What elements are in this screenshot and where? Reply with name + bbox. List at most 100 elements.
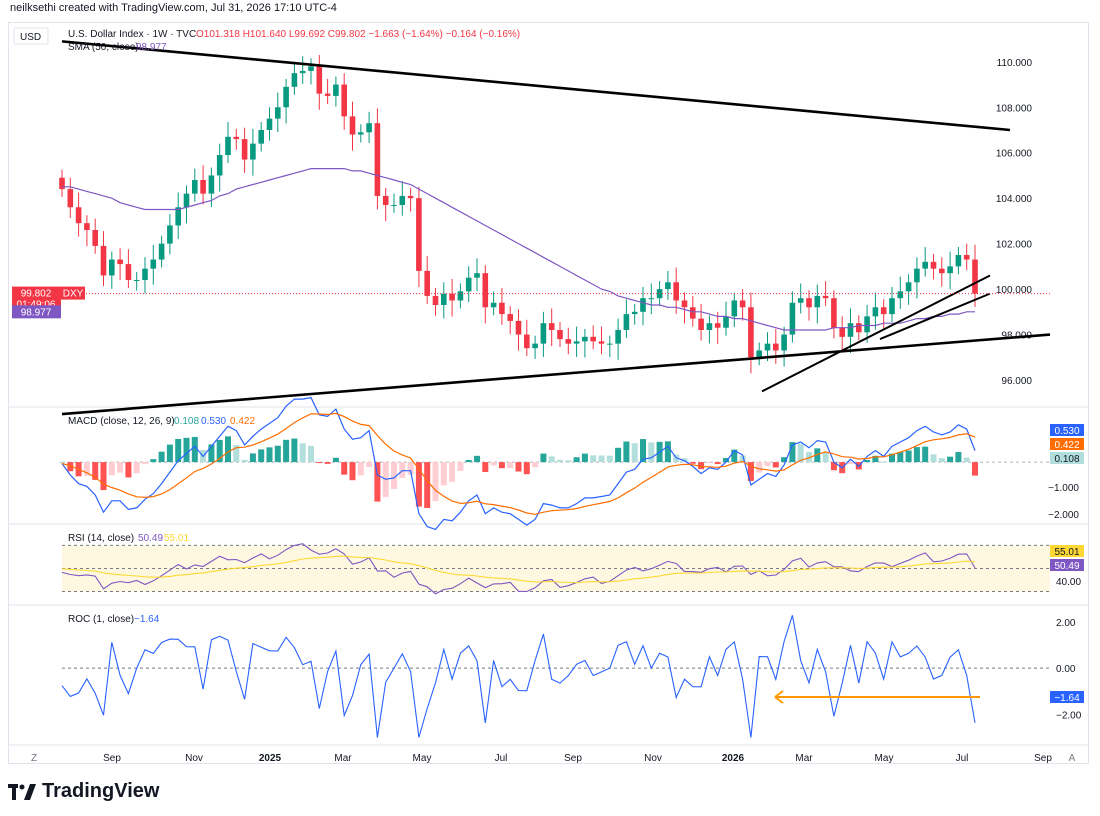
candle-body: [524, 334, 530, 349]
macd-histogram-bar: [316, 462, 323, 464]
macd-histogram-bar: [930, 454, 937, 463]
macd-histogram-bar: [598, 455, 605, 463]
candle-body: [739, 300, 746, 308]
last-price-value: 99.802: [21, 289, 52, 300]
macd-histogram-bar: [631, 443, 638, 463]
candle-body: [117, 259, 123, 265]
macd-histogram-bar: [947, 456, 954, 463]
candle-body: [167, 225, 173, 244]
macd-histogram-bar: [349, 462, 356, 481]
price-tick-label: 100.000: [996, 285, 1033, 296]
candle-body: [399, 195, 406, 205]
candle-body: [258, 130, 264, 144]
candle-body: [250, 143, 256, 160]
candle-body: [449, 293, 455, 301]
macd-histogram-bar: [59, 462, 65, 464]
ohlc-readout: O101.318 H101.640 L99.692 C99.802 −1.663…: [196, 29, 520, 40]
macd-legend-macd: 0.530: [201, 416, 226, 427]
candle-body: [714, 323, 721, 328]
macd-histogram-bar: [606, 455, 613, 463]
macd-histogram-bar: [822, 452, 829, 463]
candle-body: [92, 230, 98, 246]
macd-histogram-bar: [830, 462, 837, 471]
macd-histogram-bar: [731, 449, 738, 463]
candle-body: [432, 295, 439, 305]
candle-body: [299, 70, 306, 74]
candle-body: [358, 132, 364, 135]
signal-value-badge: [1050, 438, 1084, 450]
trendline: [761, 274, 991, 393]
macd-value-text: 0.530: [1054, 426, 1079, 437]
candle-body: [233, 136, 240, 140]
candle-body: [947, 266, 953, 274]
candle-body: [266, 118, 273, 130]
macd-histogram-bar: [241, 459, 248, 463]
candle-body: [889, 298, 895, 315]
macd-histogram-bar: [283, 439, 290, 463]
macd-histogram-bar: [133, 462, 140, 474]
candle-body: [557, 330, 563, 340]
rsi-badge: [1050, 559, 1084, 571]
candle-body: [623, 314, 630, 330]
rsi-legend-value: 50.49: [138, 533, 163, 544]
candle-body: [764, 343, 771, 351]
macd-histogram-bar: [225, 436, 231, 463]
macd-histogram-bar: [540, 453, 547, 463]
candle-body: [507, 314, 513, 321]
candle-body: [880, 307, 887, 315]
rsi-ma-line: [61, 555, 976, 584]
macd-histogram-bar: [299, 443, 306, 463]
macd-histogram-bar: [955, 452, 962, 463]
candle-body: [482, 273, 489, 308]
time-tick-label: Sep: [564, 753, 582, 764]
symbol-name: U.S. Dollar Index · 1W · TVC: [68, 29, 196, 40]
time-tick-label: May: [413, 753, 432, 764]
candle-body: [200, 180, 206, 194]
time-tick-label: 2026: [722, 753, 745, 764]
macd-histogram-bar: [440, 462, 447, 486]
macd-histogram-bar: [465, 460, 472, 463]
candle-body: [698, 318, 704, 330]
candle-body: [515, 320, 522, 335]
macd-histogram-bar: [640, 439, 646, 463]
candle-body: [665, 282, 671, 290]
candle-body: [324, 93, 331, 96]
macd-histogram-bar: [357, 462, 364, 476]
macd-histogram-bar: [308, 445, 314, 463]
roc-tick-label: −2.00: [1056, 710, 1082, 721]
price-tick-label: 96.000: [1001, 376, 1032, 387]
candle-body: [847, 323, 854, 337]
time-tick-label: Jul: [495, 753, 508, 764]
candle-body: [150, 259, 157, 269]
macd-histogram-bar: [457, 462, 464, 471]
signal-value-text: 0.422: [1054, 440, 1079, 451]
sma-legend-label: SMA (50, close): [68, 42, 139, 53]
currency-chip: [13, 27, 49, 45]
roc-tick-label: 2.00: [1056, 618, 1076, 629]
candle-body: [283, 86, 289, 108]
roc-legend-label: ROC (1, close): [68, 614, 134, 625]
macd-histogram-bar: [889, 453, 895, 463]
macd-histogram-bar: [449, 462, 456, 482]
sma-legend-value: 98.977: [136, 42, 167, 53]
footer-brand[interactable]: TradingView: [8, 780, 159, 803]
macd-histogram-bar: [847, 462, 854, 465]
candle-body: [756, 350, 762, 358]
macd-histogram-bar: [797, 443, 804, 463]
candle-body: [781, 334, 787, 351]
time-tick-label: Mar: [334, 753, 352, 764]
roc-value-text: −1.64: [1054, 693, 1080, 704]
macd-histogram-bar: [191, 436, 198, 463]
candle-body: [972, 259, 978, 294]
time-tick-label: Nov: [185, 753, 203, 764]
macd-histogram-bar: [963, 457, 970, 463]
macd-histogram-bar: [332, 457, 339, 463]
candle-body: [723, 316, 729, 328]
candle-body: [109, 259, 115, 276]
candle-body: [316, 66, 323, 94]
macd-histogram-bar: [573, 457, 580, 463]
macd-histogram-bar: [905, 450, 912, 463]
candle-body: [532, 343, 538, 349]
macd-histogram-bar: [125, 462, 132, 478]
